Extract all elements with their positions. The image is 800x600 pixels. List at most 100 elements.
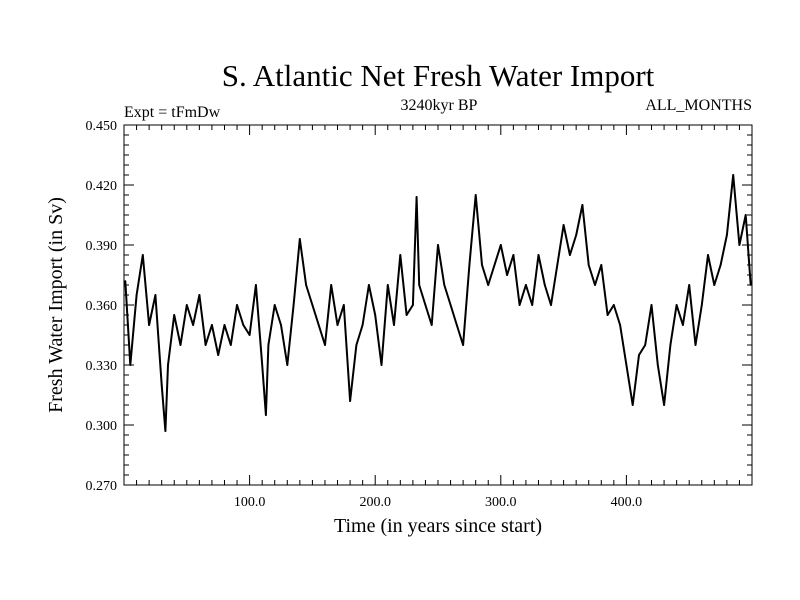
data-point xyxy=(342,304,345,306)
experiment-label: Expt = tFmDw xyxy=(124,104,221,121)
data-point xyxy=(525,284,527,286)
data-point xyxy=(738,244,741,246)
data-point xyxy=(707,254,709,256)
x-tick-label: 400.0 xyxy=(611,495,643,510)
data-point xyxy=(336,324,339,326)
data-point xyxy=(506,274,508,276)
data-point xyxy=(606,314,609,316)
data-point xyxy=(399,254,402,256)
y-tick-label: 0.330 xyxy=(86,359,118,374)
data-point xyxy=(298,238,301,240)
series-lines xyxy=(124,174,752,432)
data-point xyxy=(732,174,735,176)
data-point xyxy=(455,324,458,326)
data-point xyxy=(512,254,515,256)
data-point xyxy=(317,324,320,326)
data-point xyxy=(587,264,590,266)
x-tick-label: 300.0 xyxy=(485,495,517,510)
period-label: 3240kyr BP xyxy=(401,97,478,114)
y-tick-label: 0.360 xyxy=(86,299,118,314)
data-point xyxy=(380,364,383,366)
data-point xyxy=(211,324,213,326)
y-tick-label: 0.300 xyxy=(86,419,118,434)
data-point xyxy=(631,404,634,406)
data-point xyxy=(543,284,546,286)
data-point xyxy=(625,364,628,366)
data-point xyxy=(167,364,169,366)
data-point xyxy=(217,354,220,356)
y-tick-label: 0.420 xyxy=(86,179,118,194)
data-point xyxy=(418,284,421,286)
data-point xyxy=(229,344,232,346)
y-tick-label: 0.270 xyxy=(86,479,118,494)
data-point xyxy=(393,324,395,326)
data-point xyxy=(255,284,257,286)
data-point xyxy=(474,194,477,196)
data-point xyxy=(713,284,716,286)
data-point xyxy=(135,294,138,296)
x-axis-label: Time (in years since start) xyxy=(334,515,542,537)
data-point xyxy=(154,294,157,296)
data-point xyxy=(726,234,728,236)
data-point xyxy=(562,224,565,226)
data-point xyxy=(493,264,496,266)
data-point xyxy=(242,324,245,326)
data-point xyxy=(160,384,163,386)
data-point xyxy=(179,344,182,346)
data-point xyxy=(518,304,521,306)
data-point xyxy=(129,364,132,366)
data-point xyxy=(575,234,578,236)
data-point xyxy=(749,284,752,286)
data-point xyxy=(273,304,276,306)
data-point xyxy=(594,284,596,286)
data-point xyxy=(669,344,672,346)
data-point xyxy=(292,304,295,306)
data-point xyxy=(386,284,389,286)
data-point xyxy=(223,324,226,326)
y-tick-label: 0.390 xyxy=(86,239,118,254)
data-point xyxy=(305,284,307,286)
data-point xyxy=(619,324,621,326)
data-point xyxy=(462,344,464,346)
data-point xyxy=(443,284,446,286)
data-point xyxy=(286,364,289,366)
data-point xyxy=(368,284,370,286)
data-point xyxy=(600,264,603,266)
data-point xyxy=(265,414,267,416)
data-point xyxy=(650,304,653,306)
data-point xyxy=(638,354,640,356)
months-label: ALL_MONTHS xyxy=(645,97,752,114)
data-point xyxy=(173,314,176,316)
data-point xyxy=(267,344,270,346)
data-point xyxy=(349,400,351,402)
data-point xyxy=(324,344,326,346)
data-point xyxy=(675,304,678,306)
plot-frame xyxy=(123,124,753,486)
data-point xyxy=(437,244,439,246)
data-point xyxy=(330,284,333,286)
axis-ticks: 0.270 0.300 0.330 0.360 0.390 0.420 0.450 100.0… xyxy=(86,119,752,510)
data-point xyxy=(248,334,251,336)
data-point xyxy=(700,304,703,306)
data-point xyxy=(481,264,483,266)
data-point xyxy=(141,254,144,256)
data-point xyxy=(581,204,584,206)
data-point xyxy=(192,324,195,326)
data-point xyxy=(719,264,722,266)
data-point xyxy=(537,254,540,256)
data-point xyxy=(682,324,684,326)
data-point xyxy=(531,304,534,306)
x-tick-label: 100.0 xyxy=(234,495,266,510)
data-point xyxy=(612,304,615,306)
x-tick-label: 200.0 xyxy=(359,495,391,510)
data-point xyxy=(236,304,238,306)
data-point xyxy=(688,284,691,286)
data-point xyxy=(185,304,188,306)
data-point xyxy=(405,314,408,316)
data-point xyxy=(412,304,414,306)
data-point xyxy=(148,324,151,326)
data-point xyxy=(499,244,502,246)
data-point xyxy=(468,264,471,266)
